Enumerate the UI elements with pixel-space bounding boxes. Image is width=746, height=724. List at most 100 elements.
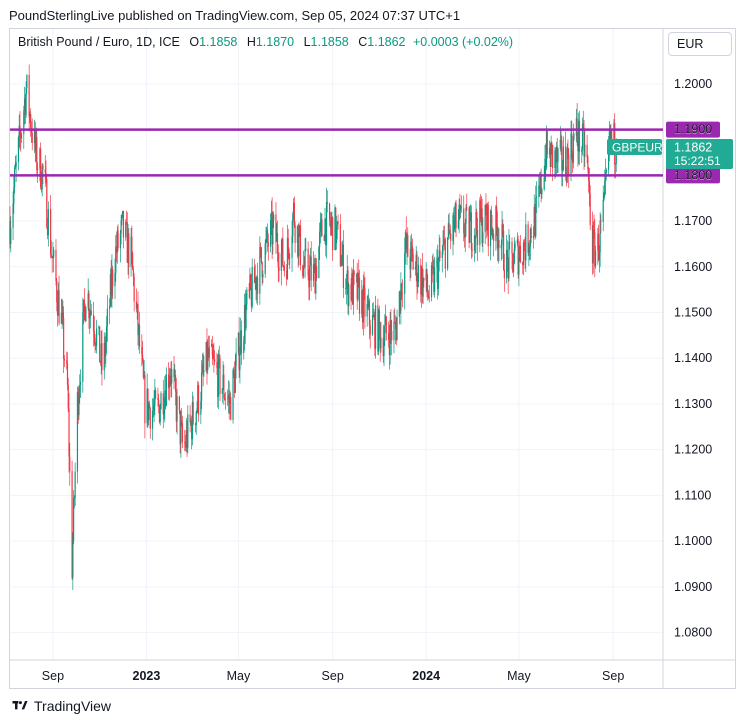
candle-body (443, 239, 445, 245)
candle-body (508, 241, 510, 279)
candle-body (159, 408, 161, 423)
candle-body (502, 230, 505, 270)
candle-body (256, 277, 259, 294)
candle-body (52, 256, 54, 259)
candle-body (421, 267, 423, 297)
candle-body (309, 256, 312, 266)
candle-body (141, 347, 143, 355)
currency-selector[interactable]: EUR (668, 32, 732, 56)
candle-body (304, 248, 306, 267)
candle-body (442, 244, 444, 252)
candle-body (454, 203, 456, 220)
last-price-value: 1.1862 (674, 140, 712, 154)
candle-body (422, 277, 424, 297)
candle-body (572, 136, 574, 163)
candle-body (460, 206, 463, 209)
candle-body (361, 290, 364, 323)
candle-body (223, 374, 225, 399)
candle-body (233, 373, 236, 393)
candle-body (473, 235, 476, 251)
candle-body (260, 247, 262, 263)
candle-body (269, 220, 272, 247)
candle-body (23, 98, 26, 111)
candle-body (407, 235, 409, 257)
candle-body (550, 142, 552, 167)
symbol-tag-bg (607, 138, 662, 155)
candle-body (326, 201, 328, 204)
candle-body (463, 233, 466, 238)
candle-body (453, 215, 455, 230)
candle-body (28, 75, 30, 117)
candle-body (175, 391, 177, 422)
time-tick-label: 2024 (412, 669, 440, 683)
candle-body (51, 255, 53, 259)
candle-body (235, 352, 237, 367)
candle-body (476, 229, 479, 246)
candle-body (362, 285, 364, 323)
candle-body (31, 133, 33, 143)
candle-body (502, 224, 504, 231)
candle-body (431, 265, 433, 268)
candle-body (543, 177, 545, 190)
price-tick-label: 1.1100 (674, 488, 711, 502)
candle-body (68, 408, 70, 457)
candle-body (463, 208, 465, 234)
candle-body (482, 232, 484, 244)
candle-body (207, 348, 210, 358)
candle-body (119, 233, 121, 249)
last-price-tag-bg (666, 138, 733, 169)
candle-body (545, 131, 548, 168)
low-value: 1.1858 (310, 35, 349, 49)
candle-body (217, 354, 220, 398)
candle-body (13, 187, 15, 204)
candle-body (605, 169, 607, 173)
candle-body (474, 235, 476, 239)
candle-body (261, 262, 263, 278)
candle-body (390, 320, 392, 331)
price-tick-label: 1.1200 (674, 443, 712, 457)
candle-body (266, 229, 269, 243)
candle-body (334, 207, 336, 251)
candle-body (40, 148, 42, 188)
candle-body (35, 136, 37, 152)
candle-body (578, 120, 581, 152)
level-label: 1.1800 (674, 169, 712, 183)
candle-body (404, 252, 406, 294)
candle-body (319, 222, 322, 232)
candle-body (437, 258, 439, 289)
candle-body (614, 163, 617, 165)
candle-body (404, 232, 407, 253)
candle-body (373, 315, 375, 318)
candle-body (411, 245, 413, 254)
candle-body (513, 248, 515, 264)
candle-body (313, 263, 315, 265)
candle-body (501, 224, 503, 245)
candle-body (437, 261, 440, 289)
candle-body (244, 304, 246, 329)
candle-body (380, 337, 382, 349)
candle-body (589, 194, 591, 226)
candle-body (492, 233, 494, 236)
candle-body (436, 258, 438, 268)
candle-body (546, 131, 548, 155)
price-tick-label: 1.1300 (674, 397, 712, 411)
candle-body (379, 325, 381, 349)
candle-body (439, 250, 441, 258)
candle-body (330, 222, 332, 228)
candle-body (264, 243, 266, 275)
candle-body (73, 497, 75, 499)
candle-body (239, 354, 241, 371)
candle-body (192, 402, 194, 424)
chart-frame[interactable] (9, 28, 736, 689)
footer-brand[interactable]: TradingView (12, 698, 111, 714)
candle-body (136, 304, 138, 309)
candle-body (46, 227, 49, 236)
candle-body (271, 212, 273, 245)
candle-body (411, 241, 413, 246)
candle-body (162, 393, 164, 415)
candle-body (480, 208, 482, 220)
candle-body (377, 305, 379, 352)
candle-body (489, 210, 492, 247)
candle-body (9, 221, 11, 244)
